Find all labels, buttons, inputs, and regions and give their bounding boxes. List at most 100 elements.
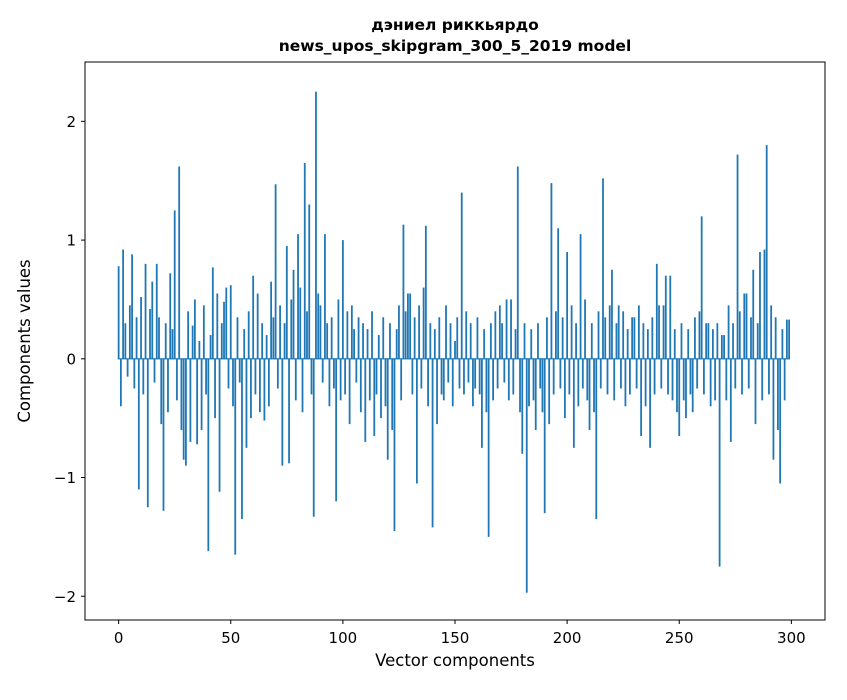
bar	[765, 145, 768, 359]
bar	[427, 358, 429, 407]
bar	[393, 358, 396, 531]
bar	[189, 358, 192, 442]
bar	[662, 305, 665, 359]
bar	[227, 358, 230, 389]
bar	[456, 317, 459, 359]
bar	[736, 154, 739, 359]
bar	[637, 305, 640, 359]
x-tick-label: 50	[221, 629, 240, 647]
bar	[514, 329, 517, 359]
bar	[714, 358, 717, 401]
bar	[651, 317, 654, 359]
bar	[259, 358, 261, 413]
bar	[743, 293, 746, 359]
bar	[649, 358, 651, 448]
bar	[642, 323, 645, 359]
bar	[292, 269, 295, 359]
bar	[171, 329, 174, 359]
bar	[429, 323, 432, 359]
bar	[173, 210, 176, 359]
bar	[247, 311, 250, 359]
bar	[133, 358, 136, 389]
bar	[267, 358, 270, 407]
chart-title-line2: news_upos_skipgram_300_5_2019 model	[279, 37, 632, 55]
x-tick-label: 0	[114, 629, 124, 647]
bar	[537, 323, 539, 359]
bar	[503, 358, 506, 383]
bar	[613, 358, 616, 401]
bar	[777, 358, 779, 431]
x-tick-label: 100	[329, 629, 358, 647]
bar	[407, 293, 409, 359]
bar	[243, 329, 246, 359]
chart-title-line1: дэниел риккьярдо	[371, 16, 539, 34]
bar	[263, 358, 266, 421]
bar	[362, 323, 364, 359]
bar	[324, 234, 326, 359]
bar	[205, 358, 207, 395]
bar	[546, 317, 548, 359]
bar	[487, 358, 490, 537]
bar	[680, 323, 683, 359]
bar	[281, 358, 284, 466]
bar	[442, 358, 445, 401]
bar	[225, 287, 228, 359]
bar	[620, 358, 622, 389]
bar	[355, 358, 358, 383]
bar	[285, 246, 288, 359]
bar	[705, 323, 708, 359]
bar	[364, 358, 367, 442]
bar	[339, 358, 342, 401]
bar	[153, 358, 156, 383]
bar	[629, 358, 631, 395]
x-tick-label: 150	[441, 629, 470, 647]
bar	[523, 323, 526, 359]
bar	[763, 249, 766, 359]
bar	[756, 323, 759, 359]
bar	[447, 358, 450, 383]
bar	[469, 323, 472, 359]
bar	[507, 358, 510, 401]
bar	[640, 358, 643, 436]
bar	[694, 317, 696, 359]
bar	[669, 275, 672, 359]
bar	[588, 358, 591, 431]
bar	[586, 358, 589, 401]
bar	[631, 317, 634, 359]
bar	[761, 358, 764, 401]
bar	[729, 358, 732, 442]
bar	[752, 269, 755, 359]
bar	[768, 358, 770, 395]
bar	[552, 358, 555, 395]
bar	[494, 311, 497, 359]
bar	[276, 358, 279, 389]
bar	[180, 358, 183, 431]
bar	[445, 305, 447, 359]
bar	[216, 293, 219, 359]
bar	[234, 358, 237, 555]
bar	[436, 358, 438, 425]
bar	[353, 329, 355, 359]
bar	[368, 358, 371, 401]
bar	[559, 358, 562, 389]
bar	[622, 311, 625, 359]
bar	[615, 323, 618, 359]
bar	[142, 358, 145, 395]
bar	[496, 358, 499, 389]
bar	[460, 192, 463, 359]
bar	[579, 234, 582, 359]
bar	[595, 358, 598, 520]
bar	[288, 358, 290, 464]
bar	[689, 358, 692, 395]
bar	[626, 329, 629, 359]
bar	[272, 317, 275, 359]
y-tick-label: −1	[54, 469, 76, 487]
bar	[678, 358, 681, 436]
bar	[550, 183, 553, 359]
y-tick-label: −2	[54, 588, 76, 606]
bar	[200, 358, 203, 431]
bar	[254, 358, 257, 395]
bar	[611, 269, 613, 359]
bar	[333, 358, 335, 389]
